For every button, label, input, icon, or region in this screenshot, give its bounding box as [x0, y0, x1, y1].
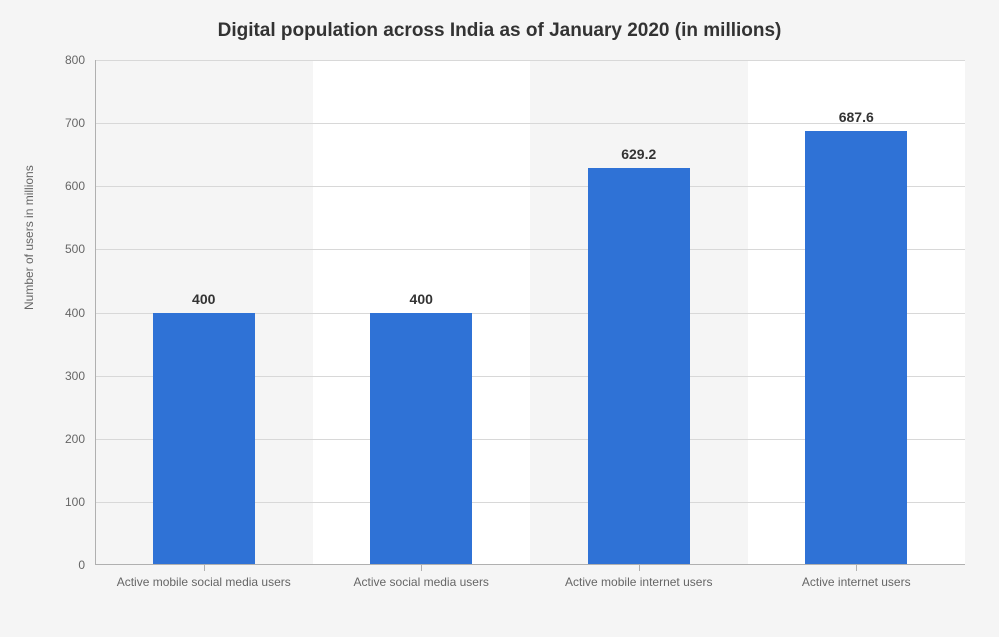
y-tick-label: 800	[65, 53, 85, 67]
x-tick-label: Active internet users	[748, 575, 966, 591]
x-tick-mark	[204, 565, 205, 571]
y-tick-label: 0	[78, 558, 85, 572]
plot-area: 0100200300400500600700800400Active mobil…	[95, 60, 965, 565]
chart-title: Digital population across India as of Ja…	[0, 20, 999, 42]
y-tick-label: 500	[65, 242, 85, 256]
bar: 400	[370, 313, 472, 566]
x-tick-label: Active social media users	[313, 575, 531, 591]
bar-value-label: 629.2	[621, 146, 656, 162]
y-tick-label: 400	[65, 306, 85, 320]
y-tick-label: 100	[65, 495, 85, 509]
chart-container: Digital population across India as of Ja…	[0, 0, 999, 637]
y-tick-label: 300	[65, 369, 85, 383]
y-tick-label: 600	[65, 179, 85, 193]
y-tick-label: 200	[65, 432, 85, 446]
bar: 687.6	[805, 131, 907, 565]
x-tick-mark	[421, 565, 422, 571]
x-tick-label: Active mobile internet users	[530, 575, 748, 591]
bar-value-label: 687.6	[839, 109, 874, 125]
gridline	[95, 123, 965, 124]
x-tick-mark	[639, 565, 640, 571]
x-tick-mark	[856, 565, 857, 571]
x-axis-line	[95, 564, 965, 565]
x-tick-label: Active mobile social media users	[95, 575, 313, 591]
y-axis-label: Number of users in millions	[22, 165, 36, 310]
bar-value-label: 400	[410, 291, 433, 307]
y-axis-line	[95, 60, 96, 565]
bar-value-label: 400	[192, 291, 215, 307]
gridline	[95, 60, 965, 61]
y-tick-label: 700	[65, 116, 85, 130]
bar: 400	[153, 313, 255, 566]
bar: 629.2	[588, 168, 690, 565]
